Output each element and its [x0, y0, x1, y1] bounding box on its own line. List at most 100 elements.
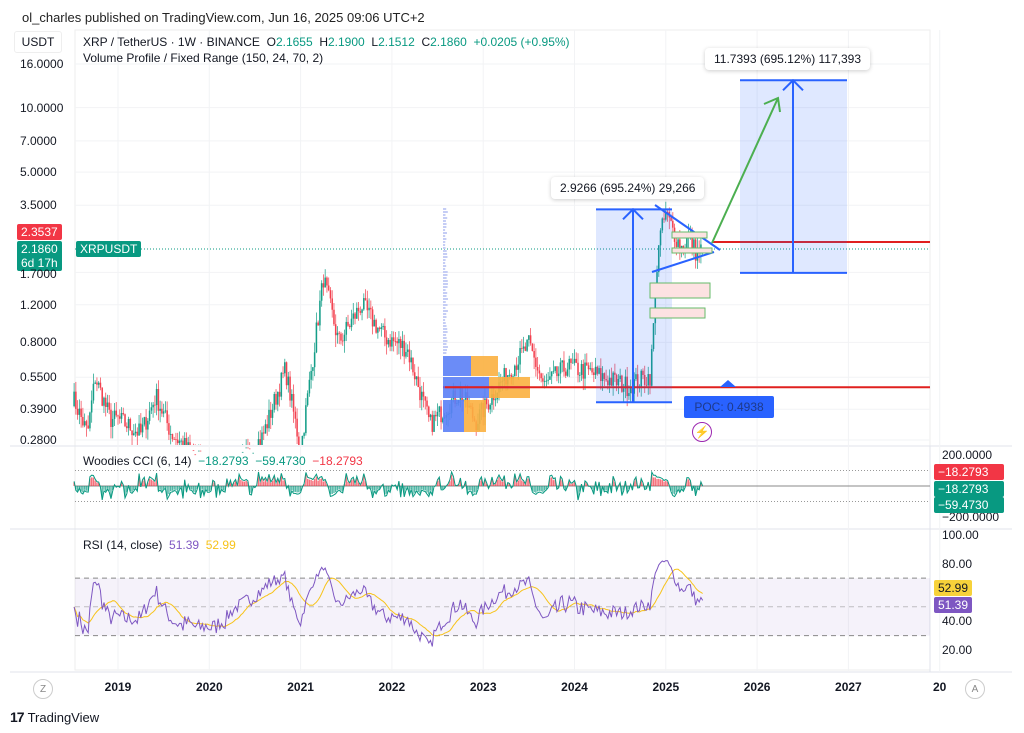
rsi-tick: 80.00	[942, 556, 973, 571]
candle-body	[438, 406, 441, 412]
vp-row	[443, 256, 448, 258]
candle-body	[656, 272, 658, 290]
candle-body	[164, 410, 167, 412]
candle-body	[549, 376, 551, 380]
tradingview-logo[interactable]: 17 TradingView	[10, 709, 99, 725]
candle-body	[87, 425, 89, 429]
candle-body	[110, 409, 112, 427]
candle-body	[338, 332, 341, 334]
vp-row	[443, 223, 447, 225]
candle-body	[152, 404, 154, 408]
symbol-legend[interactable]: XRP / TetherUS · 1W · BINANCE O2.1655 H2…	[83, 35, 570, 49]
symbol-name: XRP / TetherUS · 1W · BINANCE	[83, 35, 260, 49]
price-tick: 16.0000	[20, 57, 64, 71]
measure-label-1[interactable]: 2.9266 (695.24%) 29,266	[551, 177, 705, 199]
candle-body	[596, 366, 599, 374]
candle-body	[78, 408, 81, 415]
candle-body	[396, 341, 398, 344]
rsi-legend[interactable]: RSI (14, close) 51.39 52.99	[83, 538, 236, 552]
candle-body	[298, 436, 300, 445]
candle-body	[187, 442, 190, 445]
candle-body	[391, 337, 393, 347]
candle-body	[426, 400, 428, 407]
poc-label[interactable]: POC: 0.4938	[684, 396, 774, 418]
candle-body	[262, 432, 265, 434]
candle-body	[594, 366, 597, 375]
candle-body	[686, 236, 688, 248]
candle-body	[94, 382, 96, 384]
candle-body	[140, 423, 142, 433]
lightning-icon[interactable]: ⚡	[692, 422, 712, 442]
candle-body	[554, 366, 556, 371]
candle-body	[380, 327, 383, 330]
vp-row	[443, 322, 446, 324]
cci-tag-2: −18.2793	[934, 481, 1004, 497]
vp-row	[443, 208, 447, 210]
candle-body	[485, 398, 488, 405]
candle-body	[419, 387, 421, 401]
candle-body	[185, 438, 188, 445]
candle-body	[148, 410, 151, 421]
vp-row	[443, 298, 448, 300]
candle-body	[115, 410, 118, 416]
vp-row	[443, 250, 447, 252]
candle-body	[292, 393, 295, 412]
candle-body	[677, 239, 679, 247]
candle-body	[363, 298, 365, 310]
candle-body	[608, 377, 611, 386]
vp-row	[443, 283, 448, 285]
zoom-reset-button[interactable]: Z	[33, 679, 53, 699]
candle-body	[375, 319, 377, 333]
price-tick: 0.8000	[20, 335, 57, 350]
candle-body	[320, 283, 323, 301]
candle-body	[101, 387, 103, 406]
vp-row	[443, 259, 446, 261]
brand-name: TradingView	[27, 709, 100, 725]
vp-row	[443, 304, 448, 306]
candle-body	[615, 374, 618, 386]
candle-body	[580, 363, 583, 375]
candle-body	[568, 358, 571, 370]
auto-scale-button[interactable]: A	[965, 679, 985, 699]
vp-row	[443, 220, 446, 222]
candle-body	[150, 407, 153, 411]
volume-profile-legend[interactable]: Volume Profile / Fixed Range (150, 24, 7…	[83, 51, 324, 65]
candle-body	[665, 211, 667, 220]
cci-axis-top: 200.0000	[942, 448, 993, 462]
cci-legend[interactable]: Woodies CCI (6, 14) −18.2793 −59.4730 −1…	[83, 454, 363, 468]
candle-body	[559, 362, 562, 374]
candle-body	[649, 374, 651, 386]
candle-body	[406, 349, 409, 352]
candle-body	[352, 313, 355, 319]
candle-body	[180, 440, 183, 442]
candle-body	[657, 245, 660, 273]
candle-body	[275, 394, 277, 405]
vp-buy-bar	[443, 400, 464, 432]
candle-body	[147, 420, 149, 430]
candle-body	[392, 337, 395, 342]
candle-body	[90, 400, 93, 413]
measure-label-2[interactable]: 11.7393 (695.12%) 117,393	[705, 48, 871, 70]
low-value: 2.1512	[378, 35, 415, 49]
candle-body	[183, 438, 186, 445]
time-label: 2020	[195, 680, 223, 694]
open-label: O	[266, 35, 276, 49]
candle-body	[584, 362, 586, 379]
candle-body	[327, 285, 330, 291]
vp-sell-bar	[464, 400, 486, 432]
candle-body	[83, 421, 86, 426]
candle-body	[366, 300, 369, 311]
candle-body	[619, 375, 621, 379]
candle-body	[355, 307, 358, 319]
time-label: 2021	[287, 680, 314, 694]
vp-row	[443, 346, 448, 348]
currency-unit[interactable]: USDT	[14, 31, 62, 53]
candle-body	[278, 391, 281, 397]
candle-body	[247, 447, 249, 449]
candle-body	[403, 340, 405, 357]
price-tick: 1.7000	[20, 267, 57, 282]
candle-body	[271, 409, 274, 418]
rsi-line	[73, 560, 704, 647]
